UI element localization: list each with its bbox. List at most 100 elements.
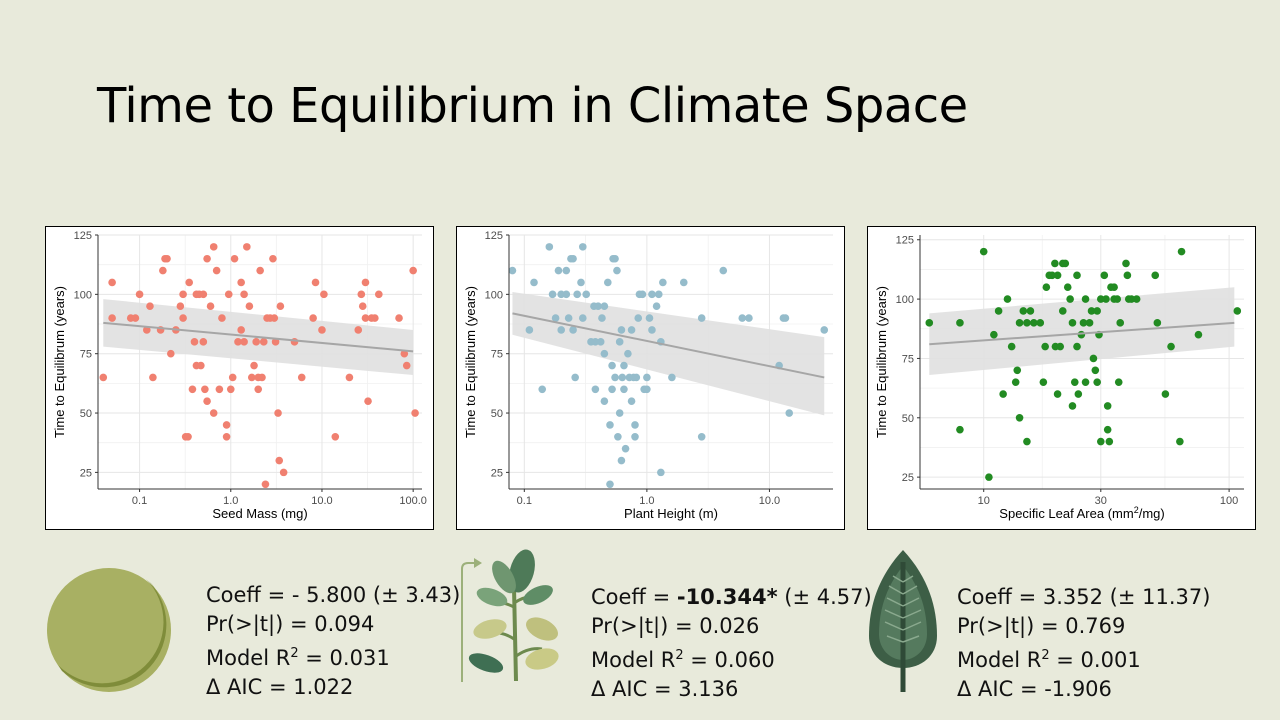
coeff-line: Coeff = -10.344* (± 4.57): [591, 585, 872, 609]
data-point: [659, 278, 667, 287]
data-point: [354, 326, 363, 334]
data-point: [222, 421, 231, 429]
chart-panel-specific-leaf-area: 25 50 75 100 125 10 30 100 Specific Leaf Area (m…: [867, 226, 1256, 530]
data-point: [643, 373, 651, 382]
stats-seed-mass: Coeff = - 5.800 (± 3.43) Pr(>|t|) = 0.09…: [206, 581, 460, 702]
data-point: [247, 373, 256, 382]
y-tick-label: 50: [491, 408, 503, 420]
data-point: [1153, 319, 1162, 327]
data-point: [176, 302, 185, 311]
data-point: [617, 326, 626, 334]
data-point: [1051, 259, 1059, 268]
y-tick-label: 75: [491, 349, 503, 361]
chart-seed-mass: 25 50 75 100 125 0.1 1.0 10.0 100.0 Seed Mass (mg…: [52, 230, 427, 521]
data-point: [179, 290, 187, 299]
data-point: [131, 314, 140, 322]
confidence-band: [512, 291, 825, 416]
y-tick-label: 50: [902, 413, 914, 425]
data-point: [654, 290, 663, 299]
data-point: [820, 326, 829, 334]
data-point: [1122, 259, 1130, 268]
data-point: [627, 326, 636, 334]
data-point: [279, 468, 288, 477]
data-point: [600, 397, 609, 405]
data-point: [1105, 437, 1114, 446]
x-axis-label: Seed Mass (mg): [212, 506, 307, 521]
data-point: [657, 468, 665, 477]
data-point: [569, 326, 577, 334]
data-point: [190, 338, 199, 346]
data-point: [1081, 295, 1090, 303]
data-point: [631, 432, 639, 441]
data-point: [159, 266, 167, 275]
data-point: [199, 338, 208, 346]
data-point: [618, 373, 627, 382]
data-point: [108, 314, 116, 322]
data-point: [203, 397, 211, 405]
data-point: [632, 373, 641, 382]
seed-icon: [47, 568, 171, 692]
data-point: [243, 243, 251, 251]
data-point: [240, 338, 248, 346]
data-point: [611, 373, 619, 382]
data-point: [925, 319, 934, 327]
data-point: [582, 290, 591, 299]
aic-line: Δ AIC = 1.022: [206, 675, 354, 699]
data-point: [614, 432, 622, 441]
trend-line: [103, 321, 414, 353]
data-point: [1093, 378, 1101, 386]
data-point: [548, 290, 557, 299]
data-point: [361, 314, 370, 322]
data-point: [215, 385, 224, 394]
data-point: [99, 373, 108, 382]
y-axis-label: Time to Equilibrum (years): [463, 286, 478, 438]
data-point: [573, 290, 581, 299]
x-tick-label: 30: [1095, 495, 1107, 507]
data-point: [648, 290, 656, 299]
data-point: [1103, 402, 1112, 410]
data-point: [613, 266, 621, 275]
data-point: [738, 314, 747, 322]
data-point: [1039, 378, 1048, 386]
data-point: [1063, 283, 1072, 292]
data-point: [697, 432, 706, 441]
data-point: [250, 361, 258, 370]
data-point: [269, 254, 277, 263]
data-point: [1127, 295, 1136, 303]
data-point: [1161, 390, 1170, 398]
x-tick-label: 100: [1220, 495, 1238, 507]
data-point: [1096, 437, 1105, 446]
x-tick-label: 10.0: [759, 495, 780, 507]
data-point: [245, 302, 254, 311]
data-point: [1103, 425, 1112, 434]
data-point: [611, 254, 619, 263]
data-point: [318, 326, 326, 334]
x-axis-label-suffix: /mg): [1139, 506, 1165, 521]
data-point: [591, 385, 600, 394]
chart-plant-height: 25 50 75 100 125 0.1 1.0 10.0 Plant Height (m) Ti…: [463, 230, 833, 521]
aic-line: Δ AIC = -1.906: [957, 677, 1112, 701]
r2-line: Model R2 = 0.060: [591, 648, 775, 672]
data-point: [212, 266, 221, 275]
chart-panel-plant-height: 25 50 75 100 125 0.1 1.0 10.0 Plant Height (m) Ti…: [456, 226, 845, 530]
data-point: [197, 361, 205, 370]
y-tick-label: 125: [74, 230, 92, 242]
data-point: [620, 385, 628, 394]
coeff-value: 3.352: [1042, 585, 1103, 609]
y-tick-label: 75: [902, 353, 914, 365]
data-point: [697, 314, 706, 322]
data-point: [564, 314, 573, 322]
data-point: [648, 326, 656, 334]
trend-line: [512, 312, 825, 379]
data-point: [258, 373, 266, 382]
data-point: [634, 314, 643, 322]
data-point: [994, 307, 1003, 315]
data-point: [226, 385, 235, 394]
coeff-line: Coeff = 3.352 (± 11.37): [957, 585, 1211, 609]
x-axis-label: Plant Height (m): [624, 506, 718, 521]
data-point: [594, 302, 602, 311]
data-point: [1011, 378, 1020, 386]
x-tick-label: 1.0: [223, 495, 238, 507]
data-point: [569, 254, 577, 263]
stats-specific-leaf-area: Coeff = 3.352 (± 11.37) Pr(>|t|) = 0.769…: [957, 583, 1210, 704]
